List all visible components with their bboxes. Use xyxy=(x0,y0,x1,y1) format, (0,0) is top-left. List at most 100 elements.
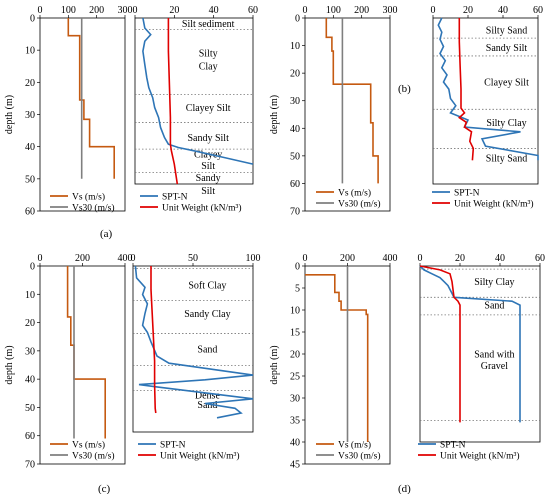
chart-b-spt: 0 20 40 60 Silty Sand Sandy Silt Clayey Silt Si… xyxy=(431,5,544,210)
layer-label: Sandy Clay xyxy=(184,309,230,320)
y-tick-label: 50 xyxy=(25,403,35,414)
y-tick-label: 40 xyxy=(290,438,300,449)
legend-label: Vs30 (m/s) xyxy=(72,451,115,462)
series-line xyxy=(134,265,254,419)
x-tick-label: 100 xyxy=(326,5,341,16)
y-tick-label: 0 xyxy=(295,14,300,25)
legend-label: Unit Weight (kN/m³) xyxy=(440,451,519,462)
y-axis-label: depth (m) xyxy=(4,345,15,384)
plot-frame xyxy=(432,17,539,185)
y-tick-label: 50 xyxy=(25,174,35,185)
layer-label: Silt xyxy=(201,161,215,172)
chart-a-vs: 0 100 200 300 0 10 20 30 40 50 60 depth (m) Vs (m/s)… xyxy=(4,5,133,218)
y-tick-label: 40 xyxy=(25,375,35,386)
series-line xyxy=(437,17,539,161)
plot-frame xyxy=(419,265,541,443)
panel-label-c: (c) xyxy=(98,483,111,494)
x-tick-label: 20 xyxy=(455,253,465,264)
series-line xyxy=(305,273,369,442)
y-tick-label: 20 xyxy=(25,78,35,89)
x-tick-label: 20 xyxy=(169,5,179,16)
layer-label: Soft Clay xyxy=(188,280,226,291)
layer-label: Clay xyxy=(199,62,218,73)
x-tick-label: 300 xyxy=(118,5,133,16)
x-tick-label: 60 xyxy=(533,5,543,16)
layer-label: Sandy Silt xyxy=(486,43,528,54)
layer-label: Silt sediment xyxy=(182,19,235,30)
layer-label: Clayey Silt xyxy=(484,78,529,89)
x-tick-label: 200 xyxy=(340,253,355,264)
y-tick-label: 20 xyxy=(290,350,300,361)
layer-label: Sand xyxy=(197,400,217,411)
legend-label: Vs (m/s) xyxy=(72,440,105,451)
chart-d-vs: 0 200 400 0 5 10 15 20 25 30 35 40 45 depth (m) Vs (m/… xyxy=(269,253,398,471)
y-axis-label: depth (m) xyxy=(269,345,280,384)
x-tick-label: 40 xyxy=(209,5,219,16)
layer-label: Clayey Silt xyxy=(186,103,231,114)
plot-frame xyxy=(134,17,254,185)
layer-label: Dense xyxy=(195,391,221,402)
legend-label: Vs (m/s) xyxy=(338,188,371,199)
legend-label: Unit Weight (kN/m³) xyxy=(160,451,239,462)
y-tick-label: 45 xyxy=(290,460,300,471)
x-tick-label: 0 xyxy=(303,5,308,16)
x-tick-label: 60 xyxy=(535,253,545,264)
x-tick-label: 0 xyxy=(38,5,43,16)
plot-frame xyxy=(39,265,126,465)
y-tick-label: 30 xyxy=(25,110,35,121)
series-line xyxy=(167,18,179,185)
y-tick-label: 60 xyxy=(25,431,35,442)
x-tick-label: 400 xyxy=(118,253,133,264)
plot-frame xyxy=(304,17,391,212)
y-axis-label: depth (m) xyxy=(4,95,15,134)
y-tick-label: 60 xyxy=(290,179,300,190)
x-tick-label: 0 xyxy=(38,253,43,264)
y-tick-label: 25 xyxy=(290,372,300,383)
x-tick-label: 0 xyxy=(418,253,423,264)
legend-label: SPT-N xyxy=(440,441,466,451)
chart-a-spt: 0 20 40 60 Silt sediment Silty Clay Clayey Silt… xyxy=(133,5,259,214)
layer-label: Silty Clay xyxy=(486,118,526,129)
legend-label: Vs30 (m/s) xyxy=(72,203,115,214)
layer-label: Gravel xyxy=(481,361,508,372)
layer-label: Silt xyxy=(201,186,215,197)
series-line xyxy=(142,17,254,165)
legend-label: Vs (m/s) xyxy=(72,192,105,203)
x-tick-label: 60 xyxy=(248,5,258,16)
series-line xyxy=(67,18,115,179)
y-tick-label: 0 xyxy=(30,262,35,273)
y-axis-label: depth (m) xyxy=(269,95,280,134)
panel-label-a: (a) xyxy=(100,228,113,240)
layer-label: Silty Sand xyxy=(486,153,527,164)
y-tick-label: 30 xyxy=(290,96,300,107)
y-tick-label: 30 xyxy=(290,394,300,405)
layer-label: Clayey xyxy=(194,150,222,161)
x-tick-label: 20 xyxy=(463,5,473,16)
layer-label: Silty Clay xyxy=(474,277,514,288)
layer-label: Silty xyxy=(199,48,218,59)
legend-label: Vs30 (m/s) xyxy=(338,199,381,210)
series-line xyxy=(419,265,521,423)
y-tick-label: 15 xyxy=(290,328,300,339)
series-line xyxy=(325,18,379,184)
legend-label: SPT-N xyxy=(162,193,188,203)
y-tick-label: 20 xyxy=(290,69,300,80)
x-tick-label: 100 xyxy=(246,253,261,264)
y-tick-label: 70 xyxy=(25,460,35,471)
y-tick-label: 60 xyxy=(25,207,35,218)
x-tick-label: 200 xyxy=(89,5,104,16)
y-tick-label: 10 xyxy=(25,46,35,57)
y-tick-label: 20 xyxy=(25,318,35,329)
y-tick-label: 5 xyxy=(295,284,300,295)
layer-label: Sand with xyxy=(474,350,514,361)
x-tick-label: 0 xyxy=(431,5,436,16)
y-tick-label: 10 xyxy=(25,290,35,301)
layer-label: Sand xyxy=(197,345,217,356)
x-tick-label: 0 xyxy=(131,253,136,264)
series-line xyxy=(419,265,461,423)
series-line xyxy=(66,266,106,439)
